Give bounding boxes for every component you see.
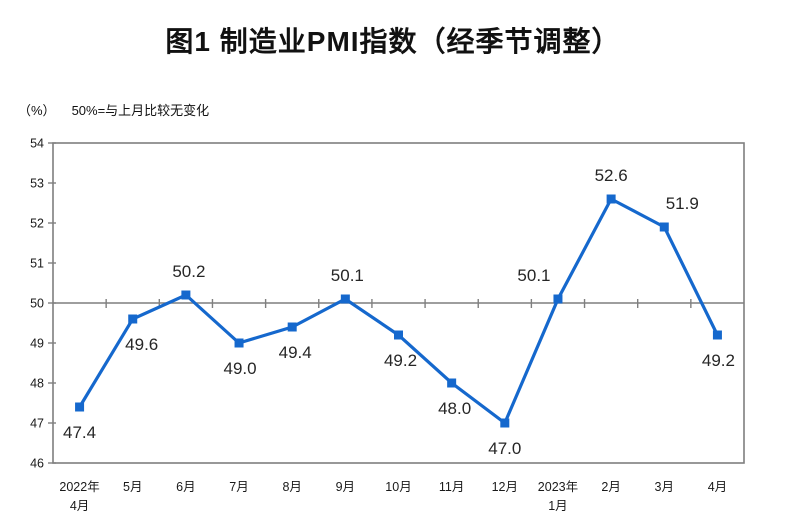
chart-title: 图1 制造业PMI指数（经季节调整） [165,26,621,57]
x-axis-tick-label: 4月 [70,499,89,513]
x-axis-tick-label: 7月 [229,480,248,494]
data-point-marker [553,294,563,304]
x-axis-tick-label: 6月 [176,480,195,494]
data-point-marker [712,330,722,340]
chart-subtitle: （%） 50%=与上月比较无变化 [18,100,209,119]
y-axis-unit-label: （%） [18,103,56,118]
data-point-label: 47.0 [488,439,521,458]
x-axis-tick-label: 10月 [385,480,411,494]
data-point-marker [606,194,616,204]
data-point-marker [181,290,191,300]
data-point-label: 49.4 [279,343,312,362]
x-axis-tick-label: 9月 [336,480,355,494]
x-axis-tick-label: 5月 [123,480,142,494]
data-point-label: 49.0 [223,359,256,378]
y-axis-tick-label: 47 [30,417,44,431]
data-point-label: 49.2 [384,351,417,370]
data-point-marker [75,402,85,412]
y-axis-tick-label: 49 [30,337,44,351]
data-point-label: 48.0 [438,399,471,418]
x-axis-tick-label: 2月 [601,480,620,494]
data-point-marker [234,338,244,348]
data-point-marker [128,314,138,324]
data-point-label: 49.6 [125,335,158,354]
x-axis-tick-label: 1月 [548,499,567,513]
data-point-label: 50.2 [172,262,205,281]
data-point-label: 52.6 [595,166,628,185]
data-point-label: 47.4 [63,423,96,442]
y-axis-tick-label: 46 [30,457,44,471]
y-axis-tick-label: 48 [30,377,44,391]
x-axis-tick-label: 8月 [282,480,301,494]
data-point-label: 49.2 [702,351,735,370]
x-axis-tick-label: 12月 [492,480,518,494]
y-axis-tick-label: 52 [30,217,44,231]
y-axis-tick-label: 53 [30,177,44,191]
reference-line-note: 50%=与上月比较无变化 [71,103,210,118]
data-point-marker [287,322,297,332]
data-point-marker [447,378,457,388]
data-point-marker [394,330,403,340]
data-point-label: 51.9 [666,194,699,213]
x-axis-tick-label: 11月 [439,480,464,494]
pmi-series-line [78,196,719,426]
y-axis-tick-label: 54 [30,137,44,151]
data-point-label: 50.1 [331,266,364,285]
data-point-label: 50.1 [517,266,550,285]
x-axis-tick-label: 2022年 [59,480,99,494]
data-point-marker [500,418,510,428]
x-axis-tick-label: 2023年 [538,480,578,494]
y-axis-tick-label: 50 [30,297,44,311]
x-axis-tick-label: 3月 [655,480,674,494]
data-point-marker [659,222,669,232]
y-axis-tick-label: 51 [30,257,44,271]
data-point-marker [340,294,350,304]
x-axis-tick-label: 4月 [708,480,727,494]
